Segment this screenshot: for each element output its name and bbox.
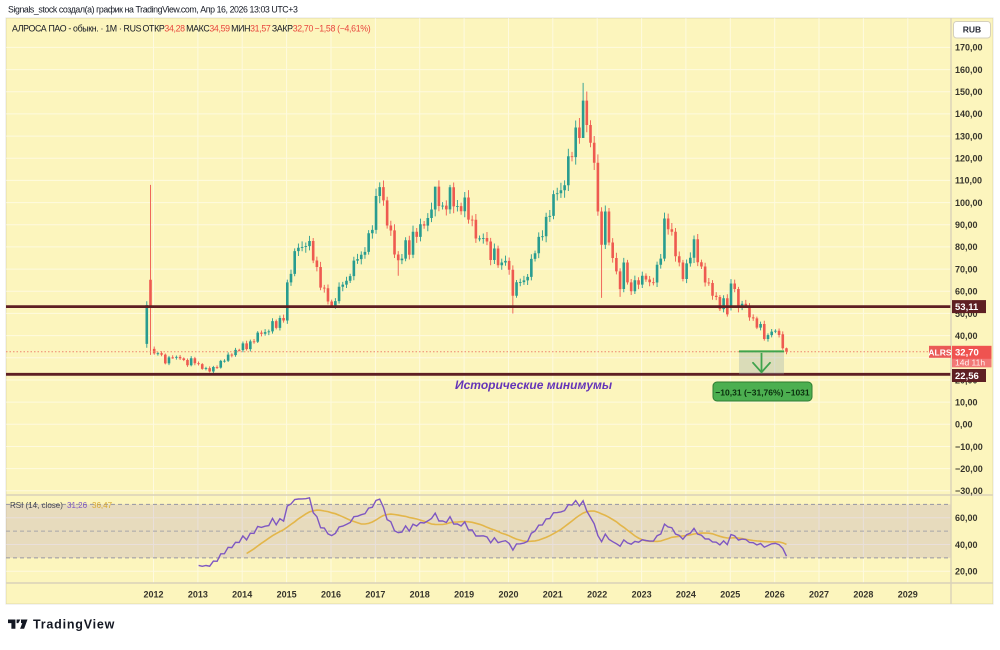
svg-text:80,00: 80,00 [955,242,978,252]
svg-text:100,00: 100,00 [955,198,983,208]
svg-text:110,00: 110,00 [955,176,982,186]
svg-text:ALRS: ALRS [928,347,951,357]
svg-text:RSI (14, close): RSI (14, close) [10,501,63,510]
svg-text:170,00: 170,00 [955,43,983,53]
svg-text:60,00: 60,00 [955,513,978,523]
svg-text:2025: 2025 [720,590,740,600]
svg-text:2015: 2015 [277,590,297,600]
svg-text:2014: 2014 [232,590,252,600]
svg-text:2012: 2012 [143,590,163,600]
svg-text:70,00: 70,00 [955,264,978,274]
svg-text:22,56: 22,56 [955,371,979,382]
svg-text:36,47: 36,47 [92,501,113,510]
svg-text:−30,00: −30,00 [955,486,983,496]
svg-text:2023: 2023 [632,590,652,600]
svg-text:2028: 2028 [853,590,873,600]
svg-text:2013: 2013 [188,590,208,600]
svg-text:АЛРОСА ПАО - обыкн. · 1М · RUS: АЛРОСА ПАО - обыкн. · 1М · RUS ОТКР34,28… [12,24,371,34]
svg-text:32,70: 32,70 [955,347,979,358]
svg-text:−10,31 (−31,76%) −1031: −10,31 (−31,76%) −1031 [715,388,810,398]
svg-text:−10,00: −10,00 [955,442,983,452]
svg-text:60,00: 60,00 [955,287,978,297]
svg-text:40,00: 40,00 [955,540,978,550]
svg-text:2022: 2022 [587,590,607,600]
svg-text:TradingView: TradingView [33,618,115,632]
svg-text:130,00: 130,00 [955,131,983,141]
svg-text:2016: 2016 [321,590,341,600]
svg-text:2029: 2029 [898,590,918,600]
svg-text:10,00: 10,00 [955,397,978,407]
svg-text:0,00: 0,00 [955,420,973,430]
svg-text:Signals_stock создал(а) график: Signals_stock создал(а) график на Tradin… [8,5,298,15]
svg-text:90,00: 90,00 [955,220,978,230]
svg-text:Исторические минимумы: Исторические минимумы [455,378,613,392]
svg-text:2021: 2021 [543,590,563,600]
svg-text:14d 11h: 14d 11h [955,357,985,367]
svg-text:53,11: 53,11 [955,302,979,313]
svg-text:2027: 2027 [809,590,829,600]
svg-text:2019: 2019 [454,590,474,600]
svg-text:140,00: 140,00 [955,109,983,119]
svg-text:2018: 2018 [410,590,430,600]
svg-text:120,00: 120,00 [955,154,983,164]
svg-text:50,00: 50,00 [955,309,978,319]
svg-text:−20,00: −20,00 [955,464,983,474]
svg-text:2024: 2024 [676,590,696,600]
svg-text:150,00: 150,00 [955,87,983,97]
svg-text:2017: 2017 [365,590,385,600]
svg-text:40,00: 40,00 [955,331,978,341]
svg-text:160,00: 160,00 [955,65,983,75]
svg-text:2026: 2026 [765,590,785,600]
svg-text:20,00: 20,00 [955,567,978,577]
svg-text:31,26: 31,26 [67,501,88,510]
svg-text:RUB: RUB [963,25,981,35]
svg-text:2020: 2020 [498,590,518,600]
